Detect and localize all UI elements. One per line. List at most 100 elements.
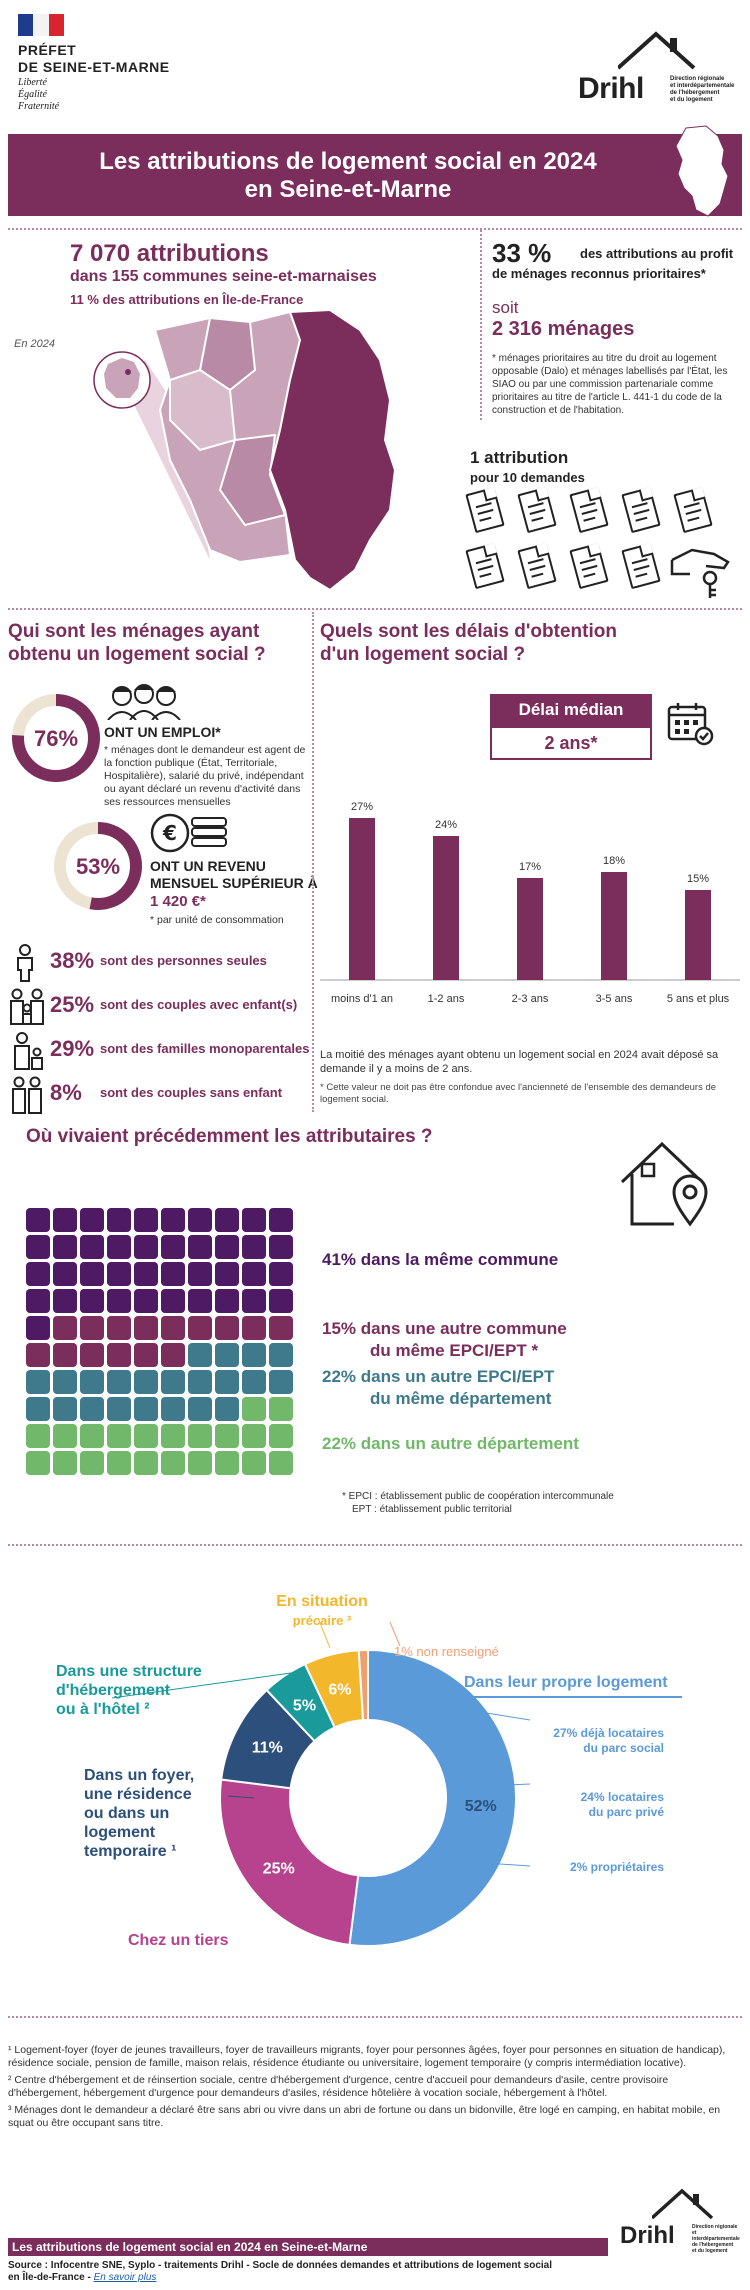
waffle-square bbox=[161, 1262, 185, 1286]
waffle-square bbox=[161, 1343, 185, 1367]
waffle-square bbox=[134, 1289, 158, 1313]
origin-waffle bbox=[26, 1208, 298, 1480]
svg-text:€: € bbox=[162, 821, 177, 845]
waffle-square bbox=[188, 1397, 212, 1421]
waffle-square bbox=[134, 1343, 158, 1367]
waffle-square bbox=[53, 1343, 77, 1367]
waffle-square bbox=[215, 1370, 239, 1394]
delay-bar bbox=[517, 878, 543, 980]
house-location-icon bbox=[620, 1141, 708, 1227]
waffle-square bbox=[188, 1451, 212, 1475]
delay-bar bbox=[433, 836, 459, 980]
waffle-square bbox=[134, 1370, 158, 1394]
priority-note: * ménages prioritaires au titre du droit… bbox=[492, 353, 728, 416]
bar-value-label: 18% bbox=[603, 855, 625, 867]
waffle-square bbox=[242, 1343, 266, 1367]
waffle-square bbox=[242, 1262, 266, 1286]
document-icon bbox=[517, 486, 557, 534]
drihl-logo-footer: Drihl Direction régionale et interdéparte… bbox=[620, 2188, 744, 2258]
seine-et-marne-mini-map-icon bbox=[675, 125, 729, 217]
delays-title: Quels sont les délais d'obtention d'un l… bbox=[320, 621, 617, 665]
priority-text1: des attributions au profit bbox=[580, 246, 734, 261]
communes-count: dans 155 communes seine-et-marnaises bbox=[70, 268, 377, 285]
couple-with-children-icon bbox=[10, 988, 44, 1025]
waffle-square bbox=[269, 1235, 293, 1259]
waffle-square bbox=[26, 1343, 50, 1367]
waffle-square bbox=[80, 1262, 104, 1286]
origin-legend-3: 22% dans un autre EPCI/EPT du même départ… bbox=[322, 1367, 555, 1408]
ratio-sub: pour 10 demandes bbox=[470, 470, 585, 485]
attributions-count: 7 070 attributions bbox=[70, 240, 269, 267]
waffle-square bbox=[161, 1208, 185, 1232]
callout-line bbox=[389, 1621, 401, 1647]
bar-category-label: 2-3 ans bbox=[512, 993, 549, 1005]
donut-slice bbox=[357, 1648, 369, 1722]
waffle-square bbox=[269, 1370, 293, 1394]
waffle-square bbox=[269, 1208, 293, 1232]
waffle-square bbox=[242, 1289, 266, 1313]
waffle-square bbox=[188, 1370, 212, 1394]
income-donut bbox=[54, 822, 142, 910]
document-icon bbox=[465, 486, 505, 534]
delay-bar bbox=[685, 890, 711, 980]
waffle-square bbox=[242, 1208, 266, 1232]
waffle-square bbox=[215, 1424, 239, 1448]
waffle-square bbox=[53, 1424, 77, 1448]
label-hebergement: Dans une structure d'hébergement ou à l'hô… bbox=[56, 1663, 202, 1718]
waffle-square bbox=[215, 1343, 239, 1367]
income-pct: 53% bbox=[75, 854, 121, 879]
median-box bbox=[490, 726, 652, 760]
waffle-square bbox=[242, 1316, 266, 1340]
footnote-2: ² Centre d'hébergement et de réinsertion… bbox=[8, 2074, 669, 2099]
waffle-square bbox=[188, 1289, 212, 1313]
delays-note: * Cette valeur ne doit pas être confondu… bbox=[320, 1082, 717, 1105]
menages-count: 2 316 ménages bbox=[492, 318, 635, 340]
waffle-square bbox=[26, 1397, 50, 1421]
prefet-line1: PRÉFET bbox=[18, 42, 77, 58]
waffle-square bbox=[215, 1451, 239, 1475]
waffle-square bbox=[161, 1316, 185, 1340]
waffle-square bbox=[161, 1397, 185, 1421]
label-sub3: 2% propriétaires bbox=[569, 1860, 664, 1874]
origin-legend-2: 15% dans une autre commune du même EPCI/E… bbox=[322, 1319, 567, 1360]
waffle-square bbox=[215, 1235, 239, 1259]
seine-et-marne-map bbox=[93, 308, 397, 592]
propre-underline bbox=[464, 1696, 682, 1698]
waffle-square bbox=[134, 1316, 158, 1340]
waffle-square bbox=[26, 1451, 50, 1475]
waffle-square bbox=[188, 1262, 212, 1286]
donut-slice bbox=[219, 1778, 360, 1946]
composition-row: 25% sont des couples avec enfant(s) bbox=[8, 988, 328, 1025]
waffle-square bbox=[269, 1289, 293, 1313]
waffle-square bbox=[134, 1208, 158, 1232]
composition-row: 29% sont des familles monoparentales bbox=[8, 1032, 328, 1070]
waffle-square bbox=[26, 1235, 50, 1259]
bar-value-label: 24% bbox=[435, 819, 457, 831]
en-savoir-plus-link[interactable]: En savoir plus bbox=[93, 2272, 157, 2283]
waffle-square bbox=[107, 1343, 131, 1367]
waffle-square bbox=[269, 1397, 293, 1421]
donut-slice-label: 5% bbox=[293, 1698, 316, 1715]
priority-pct: 33 % bbox=[492, 238, 552, 268]
waffle-square bbox=[269, 1451, 293, 1475]
waffle-square bbox=[188, 1235, 212, 1259]
delay-bar bbox=[349, 818, 375, 980]
waffle-square bbox=[242, 1424, 266, 1448]
origin-note: * EPCI : établissement public de coopéra… bbox=[342, 1491, 614, 1515]
waffle-square bbox=[269, 1316, 293, 1340]
label-sub2: 24% locataires du parc privé bbox=[580, 1790, 664, 1819]
waffle-square bbox=[80, 1289, 104, 1313]
prefet-logo: PRÉFET DE SEINE-ET-MARNE Liberté Égalité… bbox=[18, 14, 238, 114]
employment-label: ONT UN EMPLOI* bbox=[104, 724, 221, 740]
waffle-square bbox=[215, 1262, 239, 1286]
couple-icon bbox=[12, 1076, 42, 1114]
euro-coins-icon: € bbox=[150, 813, 227, 853]
waffle-square bbox=[80, 1370, 104, 1394]
donut-slice-label: 6% bbox=[328, 1682, 351, 1699]
bar-category-label: 5 ans et plus bbox=[667, 993, 730, 1005]
document-icon bbox=[673, 486, 713, 534]
bar-category-label: moins d'1 an bbox=[331, 993, 393, 1005]
composition-label: sont des personnes seules bbox=[100, 953, 267, 968]
delay-bar bbox=[601, 872, 627, 980]
income-label1: ONT UN REVENU bbox=[150, 858, 266, 874]
